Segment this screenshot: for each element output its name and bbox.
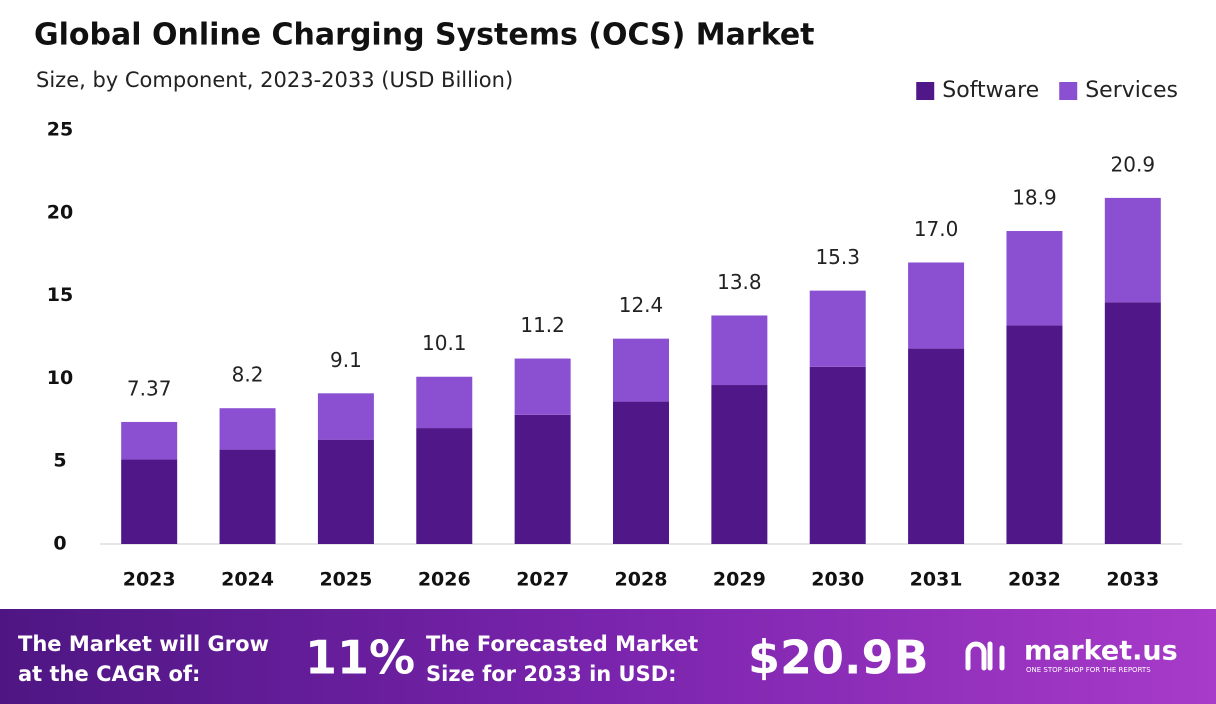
total-label: 9.1 xyxy=(330,348,362,372)
bar-segment xyxy=(121,459,178,544)
bar-segment xyxy=(219,449,276,544)
bar-segment xyxy=(711,315,768,386)
total-label: 18.9 xyxy=(1012,186,1057,210)
x-tick-label: 2024 xyxy=(221,569,274,591)
total-label: 17.0 xyxy=(914,217,959,241)
bar-segment xyxy=(1104,302,1161,544)
bar-segment xyxy=(809,366,866,544)
legend-label: Software xyxy=(942,78,1039,103)
bar-segment xyxy=(1006,325,1063,544)
footer-forecast-value: $20.9B xyxy=(748,631,929,685)
bar-segment xyxy=(514,414,571,544)
x-tick-label: 2027 xyxy=(516,569,569,591)
logo-icon xyxy=(965,641,1005,671)
bar-segment xyxy=(613,338,669,402)
total-label: 7.37 xyxy=(127,376,172,400)
footer-cagr-text: The Market will Grow xyxy=(18,632,269,656)
footer-cagr-text: at the CAGR of: xyxy=(18,662,200,686)
footer-forecast-text: The Forecasted Market xyxy=(426,632,698,656)
footer-forecast-text: Size for 2033 in USD: xyxy=(426,662,677,686)
y-tick-label: 10 xyxy=(47,367,73,389)
x-tick-label: 2026 xyxy=(418,569,471,591)
bar-segment xyxy=(317,393,374,440)
bar-segment xyxy=(711,385,768,544)
y-tick-label: 15 xyxy=(47,284,73,306)
x-tick-label: 2033 xyxy=(1106,569,1159,591)
bar-segment xyxy=(613,401,669,544)
total-label: 11.2 xyxy=(520,313,565,337)
bar-segment xyxy=(1006,231,1063,326)
x-tick-label: 2031 xyxy=(910,569,963,591)
bar-segment xyxy=(1104,197,1161,303)
x-tick-label: 2029 xyxy=(713,569,766,591)
y-tick-label: 20 xyxy=(47,201,73,223)
footer-cagr-value: 11% xyxy=(305,631,415,685)
logo-text: market.us xyxy=(1024,636,1178,667)
footer-banner xyxy=(0,609,1216,704)
bar-segment xyxy=(121,421,178,460)
bar-segment xyxy=(908,262,965,349)
x-tick-label: 2030 xyxy=(811,569,864,591)
total-label: 10.1 xyxy=(422,331,467,355)
bar-segment xyxy=(317,439,374,544)
y-tick-label: 5 xyxy=(53,450,66,472)
total-label: 15.3 xyxy=(815,245,860,269)
legend-swatch xyxy=(916,82,935,100)
legend-label: Services xyxy=(1085,78,1178,103)
bar-segment xyxy=(416,428,473,544)
total-label: 12.4 xyxy=(619,293,664,317)
logo-tagline: ONE STOP SHOP FOR THE REPORTS xyxy=(1026,666,1151,674)
y-tick-label: 25 xyxy=(47,119,73,141)
bar-segment xyxy=(809,290,866,367)
bar-segment xyxy=(219,408,276,450)
total-label: 20.9 xyxy=(1111,152,1156,176)
legend-swatch xyxy=(1059,82,1078,100)
chart-title: Global Online Charging Systems (OCS) Mar… xyxy=(34,18,815,53)
bar-segment xyxy=(908,348,965,544)
x-tick-label: 2032 xyxy=(1008,569,1061,591)
total-label: 8.2 xyxy=(232,363,264,387)
x-tick-label: 2028 xyxy=(615,569,668,591)
x-tick-label: 2025 xyxy=(319,569,372,591)
x-tick-label: 2023 xyxy=(123,569,176,591)
total-label: 13.8 xyxy=(717,270,762,294)
bar-segment xyxy=(514,358,571,415)
bar-segment xyxy=(416,376,473,429)
y-tick-label: 0 xyxy=(53,533,66,555)
chart-subtitle: Size, by Component, 2023-2033 (USD Billi… xyxy=(36,68,513,92)
